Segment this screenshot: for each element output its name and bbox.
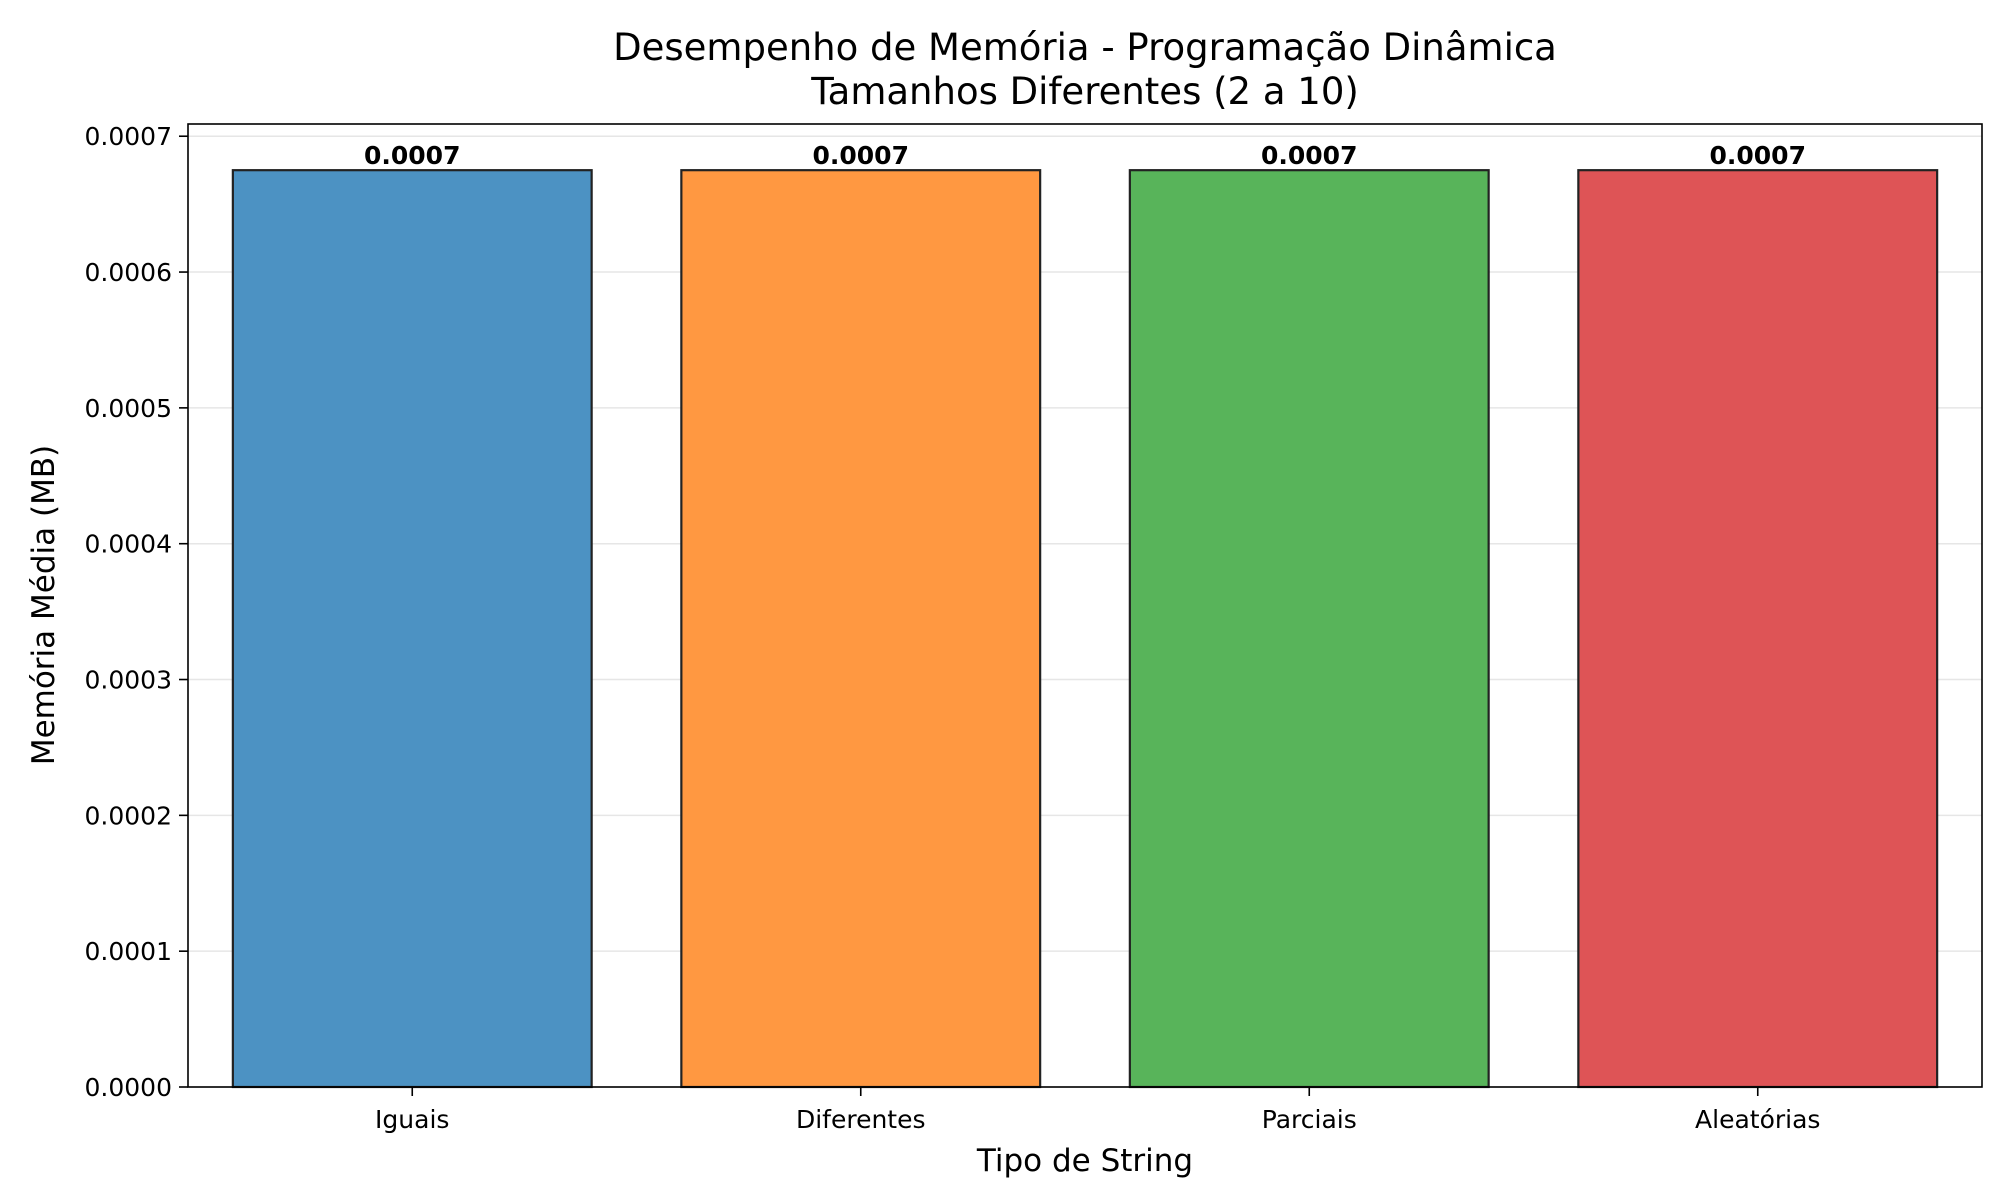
bar-aleatorias bbox=[1577, 169, 1939, 1089]
y-tick-label: 0.0000 bbox=[85, 1073, 172, 1102]
y-tick-label: 0.0005 bbox=[85, 394, 172, 423]
chart-subtitle: Tamanhos Diferentes (2 a 10) bbox=[810, 70, 1359, 113]
bar-iguais bbox=[231, 169, 593, 1089]
plot-frame bbox=[187, 123, 1983, 1088]
data-labels: 0.0007 0.0007 0.0007 0.0007 bbox=[364, 141, 1806, 170]
y-tick-label: 0.0006 bbox=[85, 258, 172, 287]
x-axis-label: Tipo de String bbox=[976, 1143, 1193, 1179]
y-tick-label: 0.0004 bbox=[85, 530, 172, 559]
bar-diferentes bbox=[680, 169, 1042, 1089]
bar-value-label: 0.0007 bbox=[1710, 141, 1806, 170]
y-tick-label: 0.0007 bbox=[85, 122, 172, 151]
bar-parciais bbox=[1128, 169, 1490, 1089]
bars bbox=[231, 169, 1939, 1089]
y-tick-label: 0.0001 bbox=[85, 937, 172, 966]
y-axis-ticks: 0.0000 0.0001 0.0002 0.0003 0.0004 0.0005 0.00… bbox=[85, 122, 188, 1102]
x-axis-ticks: Iguais Diferentes Parciais Aleatórias bbox=[375, 1087, 1820, 1134]
x-tick-label: Aleatórias bbox=[1695, 1105, 1820, 1134]
y-tick-label: 0.0003 bbox=[85, 666, 172, 695]
x-tick-label: Parciais bbox=[1262, 1105, 1357, 1134]
bar-value-label: 0.0007 bbox=[364, 141, 460, 170]
y-axis-label: Memória Média (MB) bbox=[26, 445, 62, 765]
x-tick-label: Diferentes bbox=[796, 1105, 926, 1134]
bar-value-label: 0.0007 bbox=[1261, 141, 1357, 170]
y-tick-label: 0.0002 bbox=[85, 801, 172, 830]
bar-value-label: 0.0007 bbox=[813, 141, 909, 170]
chart-title: Desempenho de Memória - Programação Dinâ… bbox=[613, 26, 1557, 69]
x-tick-label: Iguais bbox=[375, 1105, 449, 1134]
